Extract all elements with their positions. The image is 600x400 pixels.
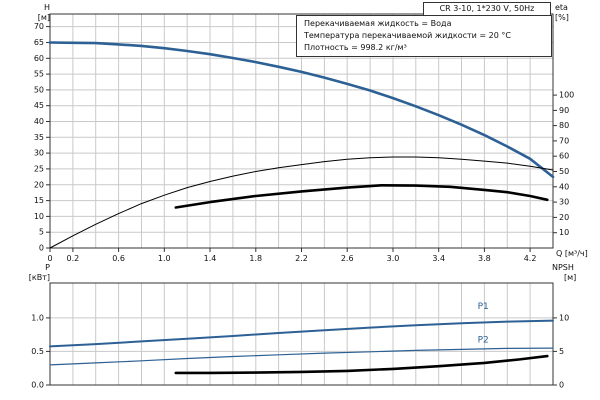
p2-curve	[49, 347, 554, 366]
right-tick-label: 5	[559, 347, 564, 356]
npsh-axis-unit: [м]	[564, 273, 577, 282]
x-tick-label: 3.8	[478, 254, 491, 263]
left-tick-label: 5	[39, 228, 44, 237]
npsh-curve	[174, 354, 549, 375]
x-tick-label: 0.6	[112, 254, 125, 263]
right-tick-label: 80	[559, 121, 569, 130]
left-tick-label: 35	[34, 133, 44, 142]
x-tick-label: 0.2	[67, 254, 80, 263]
right-tick-label: 100	[559, 91, 574, 100]
x-tick-label: 3.0	[387, 254, 400, 263]
x-tick-label: 4.2	[524, 254, 537, 263]
left-tick-label: 30	[34, 149, 44, 158]
right-tick-label: 20	[559, 213, 569, 222]
bottom-left-axis-title: P [кВт]	[12, 263, 50, 283]
eta-axis-unit: [%]	[555, 13, 569, 22]
right-tick-label: 60	[559, 152, 569, 161]
x-tick-label: 1.8	[249, 254, 262, 263]
info-line-temperature: Температура перекачиваемой жидкости = 20…	[304, 31, 511, 40]
left-tick-label: 60	[34, 54, 44, 63]
series-label-p1: P1	[478, 302, 489, 312]
x-tick-label: 3.4	[432, 254, 445, 263]
left-tick-label: 10	[34, 212, 44, 221]
left-tick-label: 25	[34, 164, 44, 173]
left-tick-label: 20	[34, 180, 44, 189]
chart-title: CR 3-10, 1*230 V, 50Hz	[423, 2, 551, 16]
left-tick-label: 0.5	[31, 347, 44, 356]
x-tick-label: 1.4	[204, 254, 217, 263]
bottom-right-axis-title: NPSH [м]	[552, 263, 598, 283]
right-tick-label: 40	[559, 182, 569, 191]
info-line-fluid: Перекачиваемая жидкость = Вода	[304, 19, 452, 28]
info-line-density: Плотность = 998.2 кг/м³	[304, 43, 407, 52]
left-tick-label: 0.0	[31, 381, 44, 390]
h-axis-label: H	[43, 3, 50, 12]
npsh-axis-label: NPSH	[552, 263, 574, 272]
top-right-axis-title: eta [%]	[555, 3, 597, 23]
right-tick-label: 10	[559, 228, 569, 237]
p1-curve	[49, 319, 554, 348]
x-tick-label: 0	[47, 254, 52, 263]
x-tick-label: 2.2	[295, 254, 308, 263]
left-tick-label: 50	[34, 85, 44, 94]
plot-frame	[49, 282, 554, 386]
series-label-p2: P2	[478, 336, 489, 346]
top-left-axis-title: H [м]	[22, 3, 50, 23]
eta-axis-label: eta	[555, 3, 568, 12]
right-tick-label: 50	[559, 167, 569, 176]
left-tick-label: 65	[34, 38, 44, 47]
p-axis-label: P	[45, 263, 50, 272]
right-tick-label: 90	[559, 106, 569, 115]
left-tick-label: 0	[39, 244, 44, 253]
eta-curve-thin	[49, 156, 554, 249]
h-axis-unit: [м]	[37, 13, 50, 22]
right-tick-label: 0	[559, 381, 564, 390]
left-tick-label: 1.0	[31, 313, 44, 322]
left-tick-label: 45	[34, 101, 44, 110]
fluid-info-box: Перекачиваемая жидкость = Вода Температу…	[296, 15, 552, 57]
left-tick-label: 15	[34, 196, 44, 205]
x-tick-label: 2.6	[341, 254, 354, 263]
x-axis-unit-label: Q [м³/ч]	[556, 249, 588, 258]
eta-curve-thick	[174, 184, 549, 209]
x-tick-label: 1.0	[158, 254, 171, 263]
hq-curve	[48, 41, 555, 179]
right-tick-label: 30	[559, 198, 569, 207]
right-tick-label: 70	[559, 136, 569, 145]
left-tick-label: 70	[34, 22, 44, 31]
left-tick-label: 40	[34, 117, 44, 126]
right-tick-label: 10	[559, 313, 569, 322]
left-tick-label: 55	[34, 70, 44, 79]
p-axis-unit: [кВт]	[28, 273, 50, 282]
